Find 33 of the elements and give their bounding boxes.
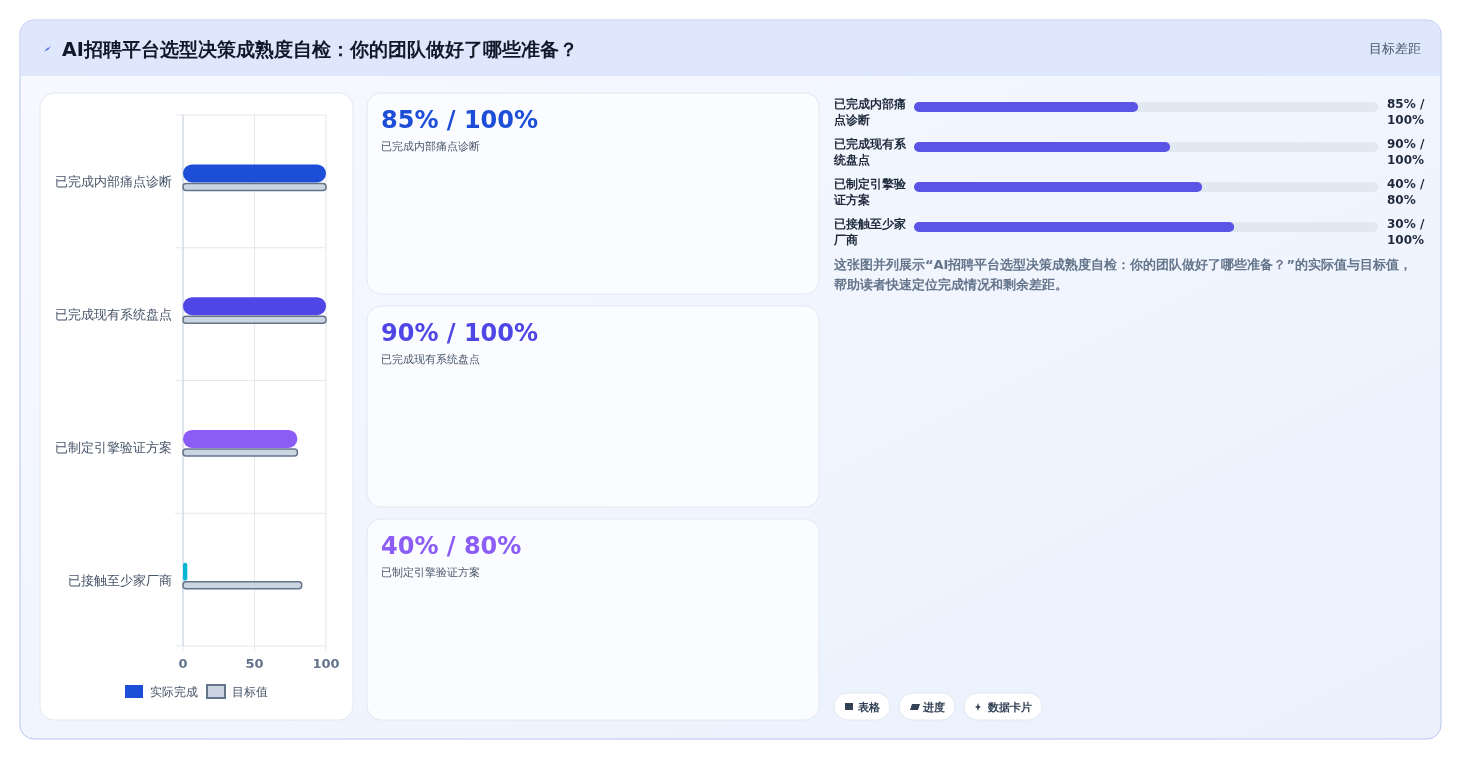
chart-title: AI招聘平台选型决策成熟度自检：你的团队做好了哪些准备？ (62, 38, 578, 60)
text: 30% / 100% (1387, 217, 1425, 247)
bar (183, 429, 298, 448)
y-tick-label: 已完成现有系统盘点 (55, 307, 172, 323)
y-tick-label: 已接触至少家厂商 (833, 217, 906, 247)
text: 40% / 80% (1387, 177, 1425, 207)
text: 40% / 80% (381, 532, 522, 560)
bar (183, 164, 326, 183)
text: 85% / 100% (1387, 97, 1425, 127)
y-tick-label: 已接触至少家厂商 (68, 572, 172, 588)
text: 已完成内部痛点诊断 (381, 140, 480, 153)
y-tick-label: 已制定引擎验证方案 (833, 177, 907, 207)
text: 表格 (857, 701, 881, 714)
y-tick-label: 已完成内部痛点诊断 (834, 97, 906, 127)
text: 目标差距 (1369, 41, 1421, 56)
x-tick-label: 0 (178, 656, 188, 671)
text: 90% / 100% (381, 319, 539, 347)
legend-label: 实际完成 (150, 685, 198, 699)
text: 已完成现有系统盘点 (381, 353, 480, 366)
y-tick-label: 已完成现有系统盘点 (833, 137, 907, 167)
y-tick-label: 已制定引擎验证方案 (55, 439, 172, 455)
text: 数据卡片 (987, 701, 1032, 714)
text: 进度 (922, 701, 945, 714)
bar (183, 297, 326, 316)
x-tick-label: 50 (245, 656, 264, 671)
text: 85% / 100% (381, 106, 539, 134)
x-tick-label: 100 (312, 656, 340, 671)
text: 这张图并列展示“AI招聘平台选型决策成熟度自检：你的团队做好了哪些准备？”的实际值与目标值，帮助读者快速定位完成情况和剩余差距。 (833, 257, 1412, 292)
text: 已制定引擎验证方案 (381, 566, 480, 579)
y-tick-label: 已完成内部痛点诊断 (55, 174, 172, 190)
legend-label: 目标值 (232, 685, 268, 699)
bar (183, 562, 188, 581)
text: 90% / 100% (1387, 137, 1425, 167)
